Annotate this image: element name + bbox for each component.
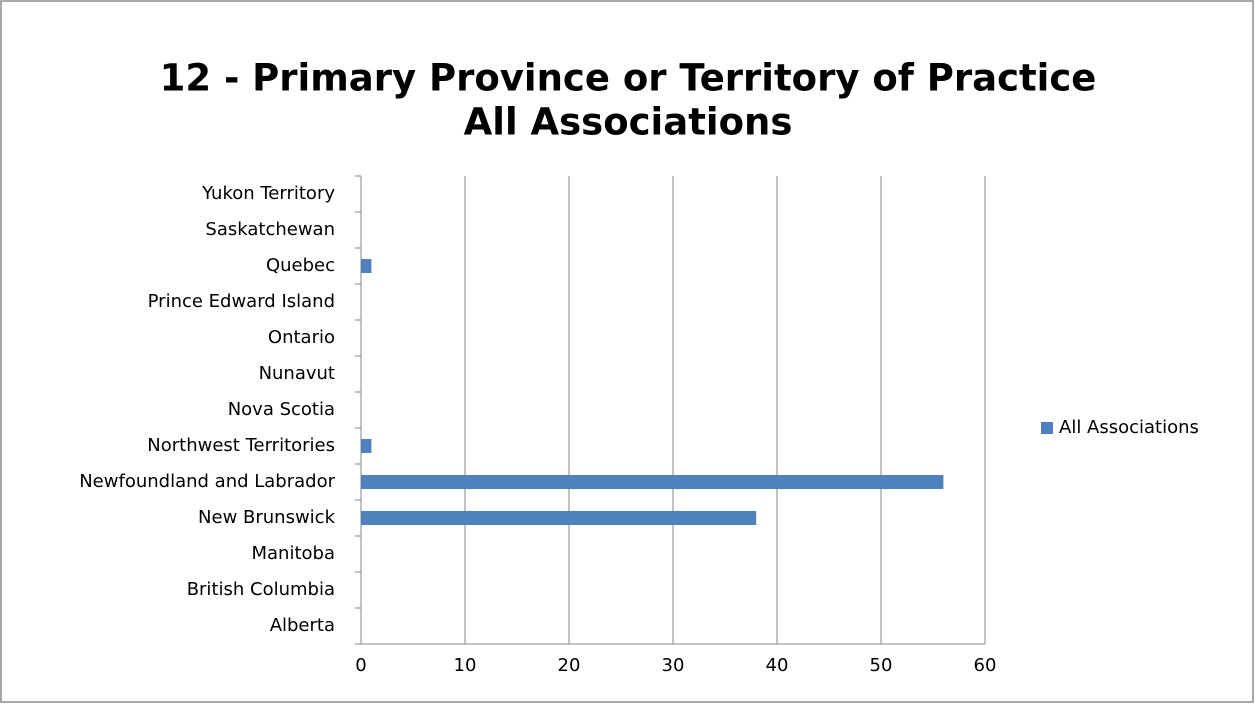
x-tick-label: 10 [454,655,477,676]
x-tick-label: 40 [766,655,789,676]
legend-swatch [1041,422,1053,434]
bar [361,439,372,453]
y-tick-label: Quebec [266,255,335,276]
bar [361,511,757,525]
x-tick-label: 30 [662,655,685,676]
y-tick-label: Newfoundland and Labrador [79,471,335,492]
y-tick-label: Nunavut [259,363,335,384]
bar [361,259,372,273]
chart-subtitle: All Associations [464,101,793,144]
y-tick-label: British Columbia [187,579,335,600]
y-tick-label: Ontario [268,327,335,348]
y-tick-label: Prince Edward Island [148,291,335,312]
x-tick-label: 60 [974,655,997,676]
y-tick-label: Nova Scotia [228,399,335,420]
legend-label: All Associations [1059,417,1199,438]
y-tick-label: Yukon Territory [201,183,335,204]
x-tick-label: 50 [870,655,893,676]
x-tick-label: 0 [355,655,366,676]
y-tick-label: Saskatchewan [205,219,335,240]
bar [361,475,944,489]
y-tick-label: Alberta [270,615,335,636]
y-tick-label: Manitoba [252,543,336,564]
y-tick-label: Northwest Territories [147,435,335,456]
x-tick-label: 20 [558,655,581,676]
chart-title: 12 - Primary Province or Territory of Pr… [160,57,1097,100]
y-tick-label: New Brunswick [198,507,336,528]
